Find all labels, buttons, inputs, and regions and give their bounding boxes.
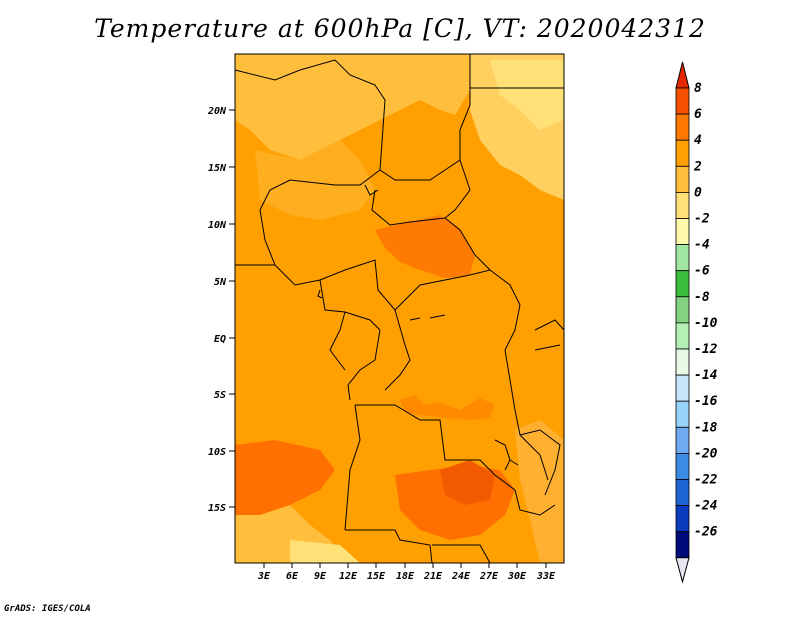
colorbar-label: -10 — [694, 316, 718, 331]
lon-label-33e: 33E — [536, 571, 556, 582]
colorbar-box — [675, 87, 690, 115]
chart-title: Temperature at 600hPa [C], VT: 202004231… — [94, 14, 706, 43]
colorbar-label: -14 — [694, 368, 718, 383]
lon-label-6e: 6E — [286, 571, 299, 582]
colorbar-box — [675, 139, 690, 167]
region-hot-southeast — [440, 460, 495, 505]
colorbar-box — [675, 452, 690, 480]
lon-label-27e: 27E — [479, 571, 499, 582]
colorbar-box — [675, 479, 690, 507]
lon-label-3e: 3E — [257, 571, 271, 582]
colorbar-label: -22 — [694, 473, 718, 488]
region-hot-southwest — [235, 440, 335, 515]
lat-label-15n: 15N — [208, 163, 227, 174]
colorbar-box — [675, 322, 690, 350]
colorbar-box — [675, 113, 690, 141]
colorbar-box — [675, 505, 690, 533]
colorbar-label: -16 — [694, 394, 718, 409]
colorbar-label: 8 — [694, 81, 702, 96]
colorbar-box — [675, 244, 690, 272]
lat-axis: 20N 15N 10N 5N EQ 5S 10S 15S — [207, 106, 235, 514]
region-light-north — [235, 54, 470, 160]
colorbar-label: -8 — [694, 290, 710, 305]
lat-label-15s: 15S — [208, 503, 226, 514]
lat-label-10n: 10N — [208, 220, 227, 231]
colorbar-box — [675, 218, 690, 246]
lon-label-24e: 24E — [451, 571, 471, 582]
lon-label-21e: 21E — [423, 571, 443, 582]
country-borders — [234, 54, 565, 564]
colorbar-box — [675, 531, 690, 559]
lon-axis: 3E 6E 9E 12E 15E 18E 21E 24E 27E 30E 33E — [257, 563, 556, 582]
colorbar-label: 6 — [694, 107, 702, 122]
colorbar-box — [675, 400, 690, 428]
lat-label-20n: 20N — [207, 106, 227, 117]
colorbar-box — [675, 165, 690, 193]
region-paler-northeast — [490, 60, 564, 130]
colorbar-label: -26 — [694, 525, 718, 540]
colorbar-label: -2 — [694, 212, 710, 227]
colorbar-label: -6 — [694, 264, 710, 279]
colorbar-label: -4 — [694, 238, 710, 253]
lat-label-5n: 5N — [214, 277, 227, 288]
region-light-band — [255, 140, 375, 220]
colorbar-bottom-arrow — [675, 557, 690, 584]
colorbar-box — [675, 191, 690, 219]
region-hot-central — [375, 215, 475, 278]
colorbar-label: -24 — [694, 499, 718, 514]
temperature-map — [234, 53, 565, 564]
colorbar-box — [675, 426, 690, 454]
region-pale-south — [290, 540, 360, 563]
colorbar-label: -20 — [694, 446, 718, 461]
map-frame — [234, 53, 565, 564]
lat-label-5s: 5S — [214, 390, 226, 401]
lon-label-18e: 18E — [396, 571, 415, 582]
region-speckles-congo — [400, 395, 495, 420]
colorbar-box — [675, 270, 690, 298]
colorbar-label: -18 — [694, 420, 718, 435]
region-light-southeast — [515, 420, 564, 563]
colorbar-label: 2 — [693, 159, 702, 174]
lon-label-12e: 12E — [339, 571, 358, 582]
colorbar-box — [675, 296, 690, 324]
lon-label-15e: 15E — [367, 571, 386, 582]
colorbar: 8 6 4 2 0 -2 -4 -6 -8 -10 -12 -14 -16 -18 -20 -22 -24 -26 — [675, 61, 718, 584]
colorbar-label: -12 — [694, 342, 718, 357]
colorbar-top-arrow — [675, 61, 690, 89]
lat-label-eq: EQ — [214, 334, 226, 345]
lon-label-30e: 30E — [507, 571, 527, 582]
colorbar-label: 4 — [694, 133, 702, 148]
lon-label-9e: 9E — [314, 571, 327, 582]
grads-credit: GrADS: IGES/COLA — [4, 604, 91, 614]
colorbar-label: 0 — [694, 185, 702, 200]
colorbar-box — [675, 374, 690, 402]
colorbar-box — [675, 348, 690, 376]
lat-label-10s: 10S — [208, 447, 226, 458]
